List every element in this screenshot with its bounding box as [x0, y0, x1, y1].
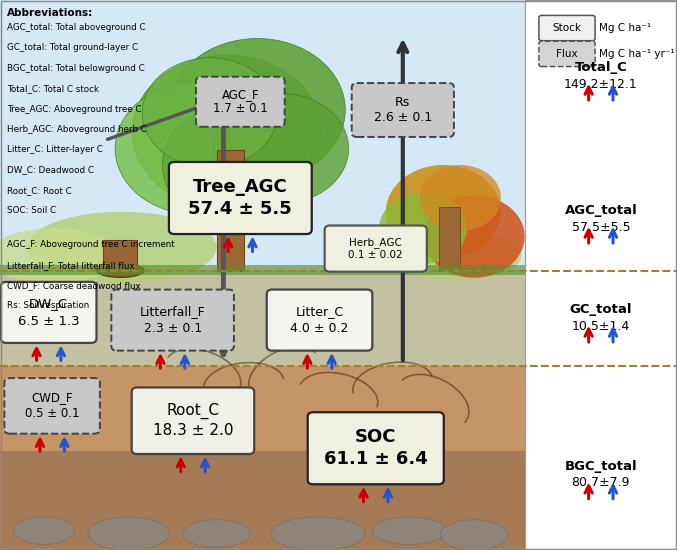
FancyBboxPatch shape	[539, 41, 595, 67]
Text: 0.5 ± 0.1: 0.5 ± 0.1	[25, 408, 79, 420]
Text: SOC: SOC	[355, 428, 397, 447]
Text: 4.0 ± 0.2: 4.0 ± 0.2	[290, 322, 349, 335]
Circle shape	[169, 39, 345, 182]
Bar	[0, 451, 525, 550]
Text: 2.3 ± 0.1: 2.3 ± 0.1	[144, 322, 202, 335]
Text: 149.2±12.1: 149.2±12.1	[564, 78, 638, 91]
Bar	[0, 270, 525, 366]
Circle shape	[420, 165, 501, 231]
Text: BGC_total: BGC_total	[565, 460, 637, 473]
Text: AGC_F: Aboveground tree C increment: AGC_F: Aboveground tree C increment	[7, 240, 175, 249]
Text: DW_C: Deadwood C: DW_C: Deadwood C	[7, 166, 94, 174]
Text: Stock: Stock	[552, 23, 582, 33]
Text: Flux: Flux	[556, 49, 577, 59]
Text: BGC_total: Total belowground C: BGC_total: Total belowground C	[7, 64, 144, 73]
FancyBboxPatch shape	[352, 83, 454, 137]
Text: Litterfall_F: Litterfall_F	[139, 305, 206, 318]
Text: 1.7 ± 0.1: 1.7 ± 0.1	[213, 102, 267, 116]
Circle shape	[142, 58, 278, 168]
Text: CWD_F: CWD_F	[31, 392, 73, 404]
FancyBboxPatch shape	[308, 412, 444, 485]
Text: Litter_C: Litter-layer C: Litter_C: Litter-layer C	[7, 145, 103, 154]
Ellipse shape	[372, 517, 447, 544]
Text: Litter_C: Litter_C	[295, 305, 344, 318]
Bar	[103, 240, 137, 271]
Text: Root_C: Root C: Root_C: Root C	[7, 186, 72, 195]
Text: Litterfall_F: Total litterfall flux: Litterfall_F: Total litterfall flux	[7, 261, 134, 270]
Ellipse shape	[97, 264, 144, 278]
Circle shape	[162, 104, 311, 226]
Text: 10.5±1.4: 10.5±1.4	[571, 320, 630, 333]
FancyBboxPatch shape	[539, 15, 595, 41]
Text: SOC: Soil C: SOC: Soil C	[7, 206, 56, 215]
Circle shape	[132, 55, 322, 209]
FancyBboxPatch shape	[325, 226, 427, 272]
Ellipse shape	[440, 520, 508, 550]
Text: Total_C: Total C stock: Total_C: Total C stock	[7, 84, 99, 93]
Ellipse shape	[271, 517, 366, 550]
Text: Herb_AGC: Aboveground herb C: Herb_AGC: Aboveground herb C	[7, 125, 147, 134]
Ellipse shape	[88, 517, 169, 550]
FancyBboxPatch shape	[196, 77, 284, 127]
Ellipse shape	[183, 520, 250, 547]
Bar	[525, 0, 677, 550]
FancyBboxPatch shape	[111, 289, 234, 351]
Text: Rs: Rs	[395, 96, 410, 109]
Circle shape	[386, 165, 501, 258]
Text: 80.7±7.9: 80.7±7.9	[571, 476, 630, 490]
Text: Mg C ha⁻¹: Mg C ha⁻¹	[599, 23, 651, 33]
Circle shape	[379, 192, 467, 264]
Text: 61.1 ± 6.4: 61.1 ± 6.4	[324, 450, 428, 468]
FancyBboxPatch shape	[4, 378, 100, 433]
Text: AGC_total: AGC_total	[565, 204, 637, 217]
Text: GC_total: GC_total	[569, 303, 632, 316]
Text: Mg C ha⁻¹ yr⁻¹: Mg C ha⁻¹ yr⁻¹	[599, 49, 675, 59]
Text: 57.4 ± 5.5: 57.4 ± 5.5	[188, 200, 292, 218]
FancyBboxPatch shape	[1, 282, 97, 343]
Text: CWD_F: Coarse deadwood flux: CWD_F: Coarse deadwood flux	[7, 281, 140, 290]
Text: 2.6 ± 0.1: 2.6 ± 0.1	[374, 111, 432, 124]
Ellipse shape	[0, 228, 122, 283]
Bar	[0, 366, 525, 451]
Text: 0.1 ± 0.02: 0.1 ± 0.02	[349, 250, 403, 260]
Text: Herb_AGC: Herb_AGC	[349, 237, 402, 248]
Text: 57.5±5.5: 57.5±5.5	[571, 221, 630, 234]
Ellipse shape	[14, 517, 74, 544]
FancyBboxPatch shape	[267, 289, 372, 351]
Bar	[439, 207, 460, 271]
Text: Root_C: Root_C	[167, 403, 219, 419]
FancyBboxPatch shape	[131, 387, 254, 454]
Text: AGC_total: Total aboveground C: AGC_total: Total aboveground C	[7, 23, 146, 32]
Text: DW_C: DW_C	[29, 297, 68, 310]
Text: Rs: Soil respiration: Rs: Soil respiration	[7, 301, 89, 310]
Text: Total_C: Total_C	[575, 61, 627, 74]
Circle shape	[213, 94, 349, 204]
Circle shape	[423, 195, 525, 278]
Text: Tree_AGC: Aboveground tree C: Tree_AGC: Aboveground tree C	[7, 104, 141, 113]
FancyBboxPatch shape	[169, 162, 311, 234]
Circle shape	[115, 82, 278, 214]
Ellipse shape	[386, 231, 521, 280]
Text: Tree_AGC: Tree_AGC	[193, 178, 288, 196]
Bar	[217, 150, 244, 271]
Text: GC_total: Total ground-layer C: GC_total: Total ground-layer C	[7, 43, 138, 52]
Ellipse shape	[27, 212, 217, 283]
Text: AGC_F: AGC_F	[221, 88, 259, 101]
Bar	[0, 265, 525, 275]
Text: 6.5 ± 1.3: 6.5 ± 1.3	[18, 315, 80, 328]
Text: Abbreviations:: Abbreviations:	[7, 8, 93, 18]
Text: 18.3 ± 2.0: 18.3 ± 2.0	[153, 423, 233, 438]
